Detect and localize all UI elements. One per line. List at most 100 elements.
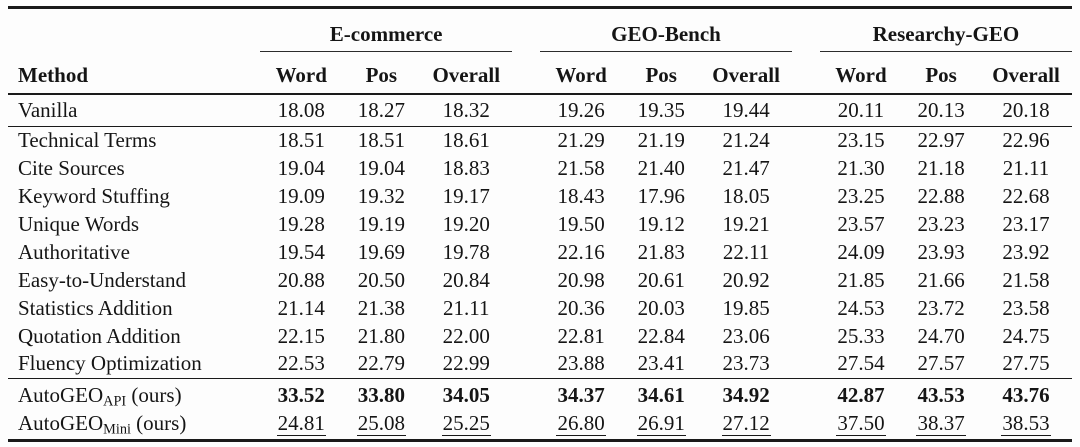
value-cell-word: 27.54 [819, 350, 903, 379]
metric-value: 20.18 [1002, 97, 1050, 122]
value-cell-pos: 17.96 [622, 182, 700, 210]
metric-value: 26.91 [636, 411, 686, 437]
value-cell-word: 21.58 [540, 154, 622, 182]
column-gap [512, 322, 540, 350]
value-cell-word: 26.80 [540, 409, 622, 440]
metric-value: 20.88 [277, 267, 325, 292]
method-cell: AutoGEOMini (ours) [8, 409, 260, 440]
metric-value: 25.08 [356, 411, 406, 437]
metric-value: 22.79 [357, 351, 405, 376]
column-gap [512, 126, 540, 154]
metric-value: 21.30 [837, 155, 885, 180]
value-cell-word: 21.29 [540, 126, 622, 154]
value-cell-pos: 20.03 [622, 294, 700, 322]
method-cell: Fluency Optimization [8, 350, 261, 379]
metric-value: 19.19 [357, 211, 405, 236]
value-cell-overall: 25.25 [420, 409, 512, 440]
section-baseline: Vanilla 18.08 18.27 18.32 19.26 19.35 19… [8, 94, 1072, 127]
table-row: Technical Terms 18.51 18.51 18.61 21.29 … [8, 126, 1072, 154]
method-label: Statistics Addition [18, 295, 173, 320]
metric-value: 27.54 [837, 351, 885, 376]
metric-value: 21.24 [722, 127, 770, 152]
value-cell-word: 20.36 [540, 294, 622, 322]
metric-value: 23.92 [1002, 239, 1050, 264]
metric-value: 23.23 [917, 211, 965, 236]
column-gap [792, 182, 820, 210]
column-gap [512, 238, 540, 266]
metric-value: 21.14 [277, 295, 325, 320]
method-cell: Vanilla [8, 94, 261, 127]
metric-value: 25.25 [441, 411, 491, 437]
sub-header-row: Word Pos Overall Word Pos Overall Word P… [8, 51, 1072, 95]
value-cell-word: 18.43 [540, 182, 622, 210]
metric-value: 19.04 [357, 155, 405, 180]
metric-value: 24.09 [837, 239, 885, 264]
value-cell-word: 19.50 [540, 210, 622, 238]
value-cell-overall: 18.05 [700, 182, 792, 210]
metric-value: 22.97 [917, 127, 965, 152]
metric-value: 43.76 [1002, 382, 1050, 407]
value-cell-word: 21.30 [820, 154, 902, 182]
value-cell-overall: 43.76 [980, 378, 1072, 409]
metric-value: 18.08 [277, 97, 325, 122]
column-gap [512, 210, 540, 238]
value-cell-overall: 18.83 [420, 154, 512, 182]
metric-value: 21.40 [637, 155, 685, 180]
value-cell-overall: 21.11 [980, 154, 1072, 182]
value-cell-pos: 38.37 [902, 409, 980, 440]
value-cell-overall: 19.20 [420, 210, 512, 238]
value-cell-word: 22.15 [260, 322, 342, 350]
value-cell-overall: 22.99 [420, 350, 513, 379]
metric-value: 42.87 [837, 382, 885, 407]
value-cell-overall: 27.75 [980, 350, 1072, 379]
value-cell-overall: 24.75 [980, 322, 1072, 350]
value-cell-overall: 19.78 [420, 238, 512, 266]
column-gap [792, 94, 820, 127]
value-cell-pos: 27.57 [902, 350, 981, 379]
value-cell-pos: 19.69 [342, 238, 420, 266]
method-cell: Keyword Stuffing [8, 182, 260, 210]
value-cell-word: 23.25 [820, 182, 902, 210]
value-cell-overall: 21.58 [980, 266, 1072, 294]
value-cell-overall: 21.24 [700, 126, 792, 154]
column-gap [792, 266, 820, 294]
metric-value: 18.51 [277, 127, 325, 152]
method-label: Easy-to-Understand [18, 267, 186, 292]
metric-value: 18.51 [357, 127, 405, 152]
metric-value: 23.73 [722, 351, 770, 376]
metric-value: 17.96 [637, 183, 685, 208]
metric-value: 23.15 [837, 127, 885, 152]
method-label: Cite Sources [18, 155, 125, 180]
metric-value: 19.54 [277, 239, 325, 264]
value-cell-pos: 20.13 [902, 94, 981, 127]
value-cell-pos: 19.32 [342, 182, 420, 210]
metric-value: 23.41 [637, 351, 685, 376]
section-ours: AutoGEOAPI (ours) 33.52 33.80 34.05 34.3… [8, 378, 1072, 440]
method-label: Keyword Stuffing [18, 183, 170, 208]
method-suffix: (ours) [130, 411, 187, 436]
value-cell-word: 23.57 [820, 210, 902, 238]
metric-value: 20.50 [357, 267, 405, 292]
metric-value: 33.80 [357, 382, 405, 407]
table-row: Authoritative 19.54 19.69 19.78 22.16 21… [8, 238, 1072, 266]
value-cell-pos: 23.72 [902, 294, 980, 322]
metric-value: 21.58 [557, 155, 605, 180]
column-gap [792, 294, 820, 322]
metric-value: 23.06 [722, 323, 770, 348]
metric-value: 34.37 [557, 382, 605, 407]
metric-value: 25.33 [837, 323, 885, 348]
metric-value: 23.72 [917, 295, 965, 320]
value-cell-overall: 18.61 [420, 126, 512, 154]
metric-value: 20.36 [557, 295, 605, 320]
value-cell-word: 34.37 [540, 378, 622, 409]
value-cell-pos: 19.04 [342, 154, 420, 182]
col-header-overall: Overall [420, 51, 513, 95]
metric-value: 21.47 [722, 155, 770, 180]
value-cell-word: 18.08 [260, 94, 343, 127]
method-label: Unique Words [18, 211, 139, 236]
column-gap [792, 378, 820, 409]
metric-value: 18.05 [722, 183, 770, 208]
metric-value: 38.53 [1001, 411, 1051, 437]
value-cell-pos: 21.80 [342, 322, 420, 350]
value-cell-pos: 18.27 [342, 94, 421, 127]
